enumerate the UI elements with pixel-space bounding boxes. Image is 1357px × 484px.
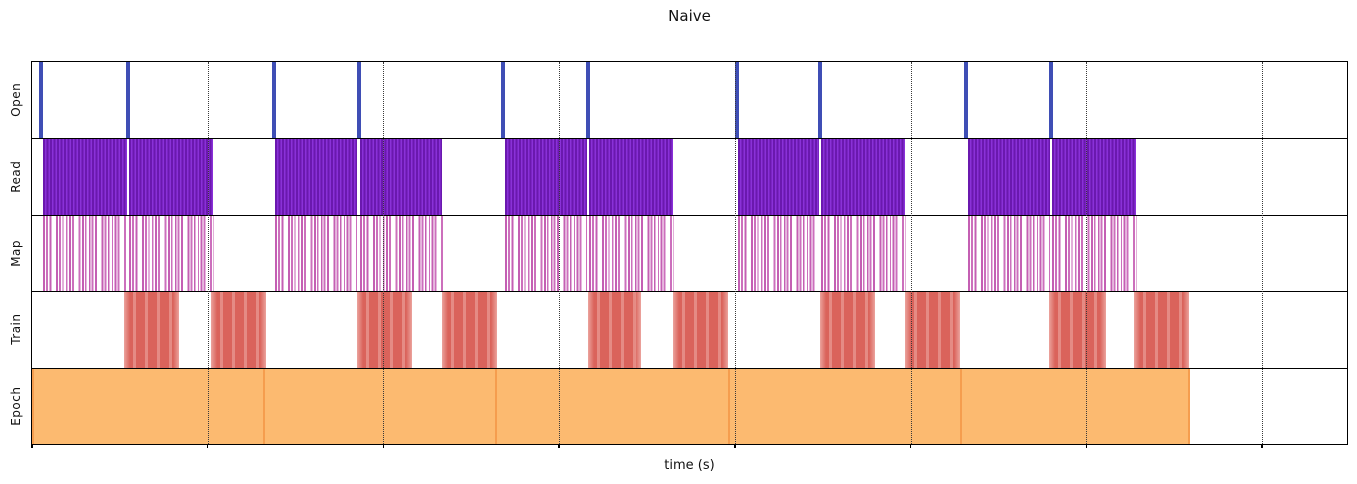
map-bar: [128, 215, 214, 292]
open-event-line: [734, 62, 739, 139]
gridline: [734, 62, 736, 444]
gridline: [1262, 62, 1264, 444]
epoch-boundary: [960, 368, 963, 444]
read-bar: [505, 139, 588, 215]
open-event-line: [501, 62, 506, 139]
epoch-bar: [728, 368, 962, 444]
epoch-boundary: [495, 368, 498, 444]
map-bar: [737, 215, 819, 292]
train-bar: [673, 292, 728, 368]
read-bar: [737, 139, 819, 215]
x-axis-tick: [382, 444, 385, 448]
read-bar: [820, 139, 905, 215]
open-event-line: [817, 62, 822, 139]
read-bar: [43, 139, 127, 215]
train-bar: [1134, 292, 1190, 368]
map-bar: [43, 215, 127, 292]
epoch-bar: [33, 368, 265, 444]
train-bar: [442, 292, 498, 368]
epoch-boundary: [32, 368, 35, 444]
read-bar: [128, 139, 213, 215]
x-axis-tick: [31, 444, 33, 448]
map-bar: [1052, 215, 1138, 292]
gridline: [207, 62, 209, 444]
x-axis-tick: [206, 444, 209, 448]
train-bar: [357, 292, 413, 368]
train-bar: [210, 292, 266, 368]
open-event-line: [963, 62, 968, 139]
epoch-boundary: [1188, 368, 1191, 444]
read-bar: [274, 139, 357, 215]
epoch-bar: [496, 368, 729, 444]
x-axis-tick: [558, 444, 560, 448]
train-bar: [819, 292, 875, 368]
open-event-line: [38, 62, 43, 139]
train-bar: [1049, 292, 1107, 368]
epoch-bar: [264, 368, 497, 444]
open-event-line: [1049, 62, 1054, 139]
epoch-boundary: [263, 368, 266, 444]
open-event-line: [271, 62, 276, 139]
x-axis-tick: [1085, 444, 1088, 448]
map-bar: [505, 215, 588, 292]
row-map: [32, 214, 1347, 292]
map-bar: [359, 215, 444, 292]
x-axis-tick: [909, 444, 912, 448]
read-bar: [589, 139, 674, 215]
train-bar: [123, 292, 179, 368]
read-bar: [359, 139, 443, 215]
open-event-line: [125, 62, 130, 139]
row-epoch: [32, 367, 1347, 444]
read-bar: [1052, 139, 1137, 215]
gridline: [559, 62, 561, 444]
row-label-epoch: Epoch: [9, 386, 23, 427]
train-bar: [588, 292, 642, 368]
map-bar: [967, 215, 1051, 292]
x-axis-tick: [734, 444, 736, 448]
read-bar: [967, 139, 1051, 215]
row-train: [32, 291, 1347, 368]
row-read: [32, 138, 1347, 215]
map-bar: [589, 215, 675, 292]
x-axis-label: time (s): [664, 458, 715, 473]
epoch-boundary: [727, 368, 730, 444]
row-label-read: Read: [9, 160, 23, 193]
gridline: [1086, 62, 1088, 444]
plot-area: [31, 61, 1348, 448]
row-label-train: Train: [9, 314, 23, 346]
open-event-line: [356, 62, 361, 139]
row-open: [32, 62, 1347, 139]
map-bar: [274, 215, 357, 292]
train-bar: [904, 292, 960, 368]
gridline: [383, 62, 385, 444]
map-bar: [820, 215, 906, 292]
open-event-line: [586, 62, 591, 139]
row-label-map: Map: [9, 239, 23, 267]
chart-title: Naive: [668, 7, 711, 25]
gridline: [910, 62, 912, 444]
epoch-bar: [961, 368, 1190, 444]
row-label-open: Open: [9, 82, 23, 117]
x-axis-tick: [1261, 444, 1263, 448]
